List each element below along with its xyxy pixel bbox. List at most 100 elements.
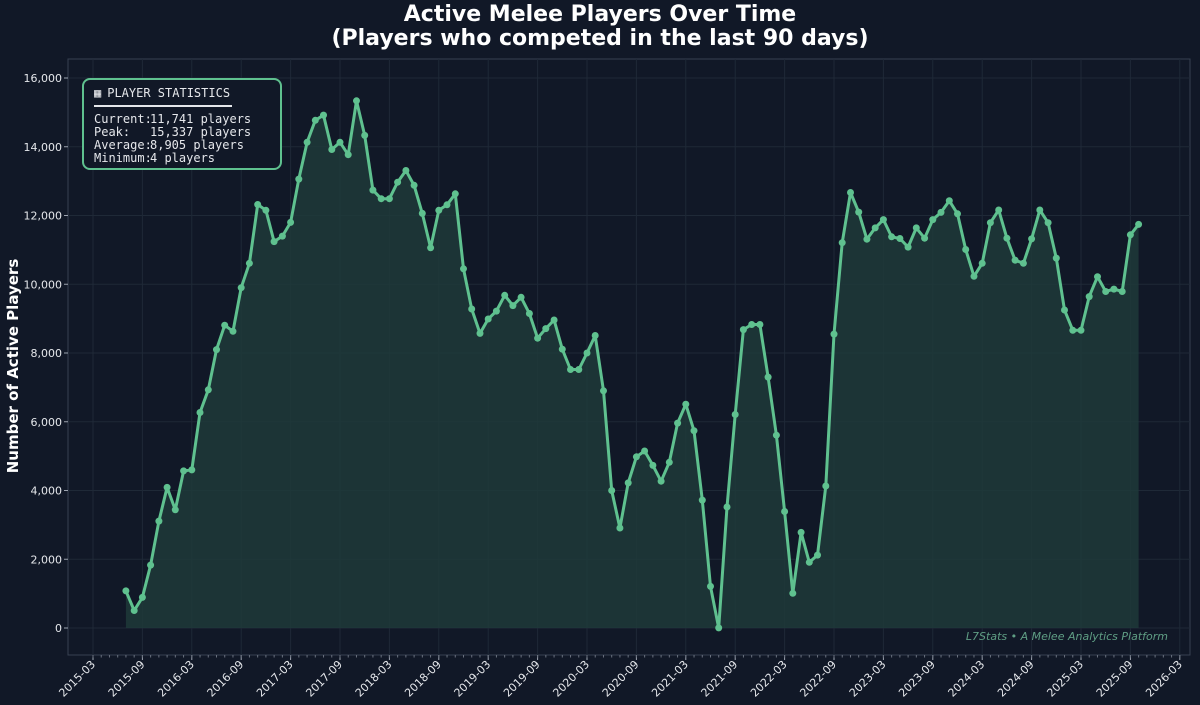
y-axis-label: Number of Active Players [4, 259, 22, 474]
data-point [723, 503, 731, 511]
x-tick-label: 2021-03 [649, 658, 691, 700]
data-point [525, 310, 533, 317]
x-tick-label: 2015-03 [56, 658, 98, 700]
data-point [451, 190, 459, 198]
data-point [739, 326, 747, 334]
stats-value: 11,741 players [150, 112, 252, 126]
data-point [377, 195, 385, 203]
x-tick-label: 2020-03 [550, 658, 592, 700]
data-point [1003, 234, 1011, 242]
data-point [1077, 326, 1085, 334]
x-tick-label: 2019-03 [452, 658, 494, 700]
x-tick-label: 2023-03 [847, 658, 889, 700]
data-point [665, 458, 673, 466]
data-point [328, 146, 336, 153]
data-point [896, 235, 904, 242]
data-point [986, 219, 994, 227]
data-point [1052, 254, 1060, 262]
stats-value: 4 players [150, 151, 216, 165]
x-tick-label: 2018-09 [402, 658, 444, 700]
data-point [1135, 220, 1143, 228]
data-point [303, 138, 311, 146]
data-point [501, 291, 509, 299]
data-point [369, 186, 377, 194]
chart-title-line2: (Players who competed in the last 90 day… [331, 26, 869, 51]
data-point [1019, 259, 1027, 267]
x-tick-label: 2024-03 [946, 658, 988, 700]
stats-row-current: Current: 11,741 players [94, 113, 270, 126]
data-point [336, 138, 344, 146]
data-point [476, 329, 484, 337]
data-point [320, 111, 327, 119]
data-point [542, 325, 550, 333]
data-point [772, 431, 780, 439]
data-point [138, 593, 146, 601]
y-tick-label: 14,000 [24, 141, 63, 154]
data-point [1102, 288, 1110, 295]
data-point [608, 487, 616, 494]
stats-label: Average: [94, 138, 152, 152]
data-point [962, 246, 970, 253]
data-point [460, 265, 467, 273]
data-point [838, 239, 846, 247]
y-tick-label: 8,000 [31, 347, 63, 360]
x-tick-label: 2024-09 [995, 658, 1037, 700]
y-tick-label: 10,000 [24, 278, 63, 291]
data-point [764, 373, 772, 381]
data-point [254, 201, 262, 208]
data-point [674, 419, 682, 427]
series-area [125, 100, 1139, 629]
stats-row-peak: Peak: 15,337 players [94, 126, 270, 139]
data-point [731, 411, 739, 418]
data-point [879, 216, 887, 224]
data-point [847, 189, 854, 196]
data-point [427, 244, 435, 252]
chart-icon: ▦ [94, 86, 102, 100]
data-point [196, 409, 204, 416]
data-point [213, 346, 220, 354]
stats-value: 15,337 players [150, 125, 252, 139]
data-point [188, 466, 196, 474]
x-tick-label: 2019-09 [501, 658, 543, 700]
data-point [632, 453, 640, 461]
data-point [912, 224, 920, 232]
data-point [221, 321, 229, 329]
data-point [797, 528, 805, 536]
x-tick-label: 2015-09 [106, 658, 148, 700]
data-point [245, 259, 253, 267]
x-tick-label: 2025-03 [1044, 658, 1086, 700]
data-point [978, 259, 986, 267]
data-point [748, 321, 756, 328]
stats-row-minimum: Minimum: 4 players [94, 152, 270, 165]
data-point [484, 315, 492, 323]
data-point [649, 461, 657, 469]
data-point [682, 400, 690, 408]
data-point [394, 178, 402, 186]
data-point [995, 206, 1003, 214]
x-tick-label: 2018-03 [353, 658, 395, 700]
data-point [921, 234, 929, 242]
data-point [945, 197, 953, 205]
stats-divider [94, 105, 232, 107]
player-statistics-box: ▦ PLAYER STATISTICS Current: 11,741 playe… [82, 78, 282, 170]
x-tick-label: 2016-09 [205, 658, 247, 700]
data-point [591, 332, 599, 339]
stats-heading: PLAYER STATISTICS [107, 86, 231, 100]
data-point [534, 334, 542, 342]
data-point [1085, 293, 1093, 301]
data-point [410, 181, 418, 189]
data-point [180, 467, 188, 475]
data-point [781, 508, 789, 515]
x-tick-label: 2021-09 [699, 658, 741, 700]
data-point [1118, 288, 1126, 295]
data-point [1011, 256, 1019, 264]
data-point [707, 582, 714, 590]
data-point [287, 218, 295, 226]
data-point [567, 366, 574, 373]
data-point [147, 561, 155, 569]
stats-header: ▦ PLAYER STATISTICS [94, 86, 270, 100]
data-point [163, 483, 171, 491]
y-tick-label: 16,000 [24, 72, 63, 85]
watermark: L7Stats • A Melee Analytics Platform [965, 630, 1168, 643]
data-point [130, 607, 138, 614]
